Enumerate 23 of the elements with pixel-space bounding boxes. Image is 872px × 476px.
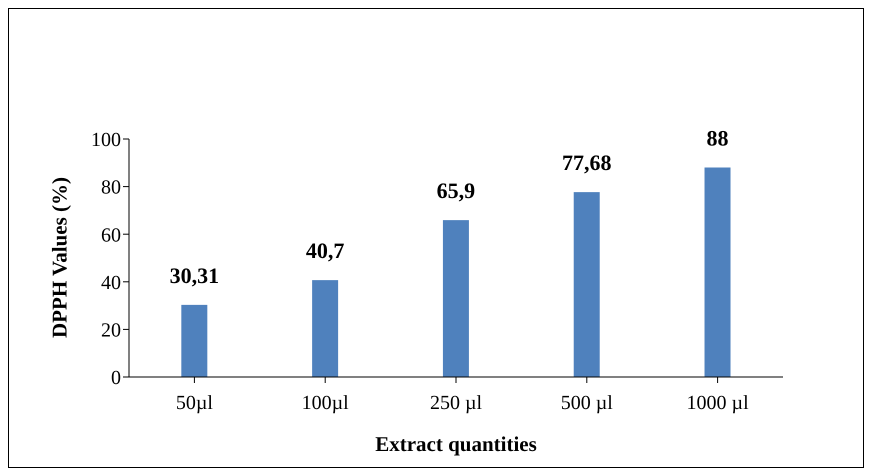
x-tick-label: 250 µl: [430, 392, 482, 414]
y-tick-label: 80: [101, 176, 121, 199]
data-label: 40,7: [306, 238, 344, 264]
data-label: 88: [706, 126, 729, 151]
bar: [181, 304, 208, 377]
y-axis-title: DPPH Values (%): [47, 176, 72, 338]
y-tick-label: 0: [111, 367, 121, 390]
x-tick-label: 1000 µl: [686, 392, 750, 414]
bar: [442, 220, 469, 377]
y-tick-label: 20: [101, 320, 121, 342]
x-tick-label: 50µl: [176, 392, 214, 414]
data-label: 77,68: [562, 150, 612, 176]
bar: [704, 168, 731, 377]
y-tick-label: 60: [101, 224, 121, 246]
bar: [312, 280, 338, 377]
y-tick-label: 100: [91, 129, 121, 152]
x-tick-label: 100µl: [302, 392, 350, 414]
data-label: 65,9: [436, 178, 476, 204]
bar: [574, 192, 600, 377]
x-tick-label: 500 µl: [560, 392, 614, 414]
data-label: 30,31: [170, 262, 220, 288]
y-tick-label: 40: [101, 272, 121, 294]
x-axis-title: Extract quantities: [375, 432, 537, 456]
